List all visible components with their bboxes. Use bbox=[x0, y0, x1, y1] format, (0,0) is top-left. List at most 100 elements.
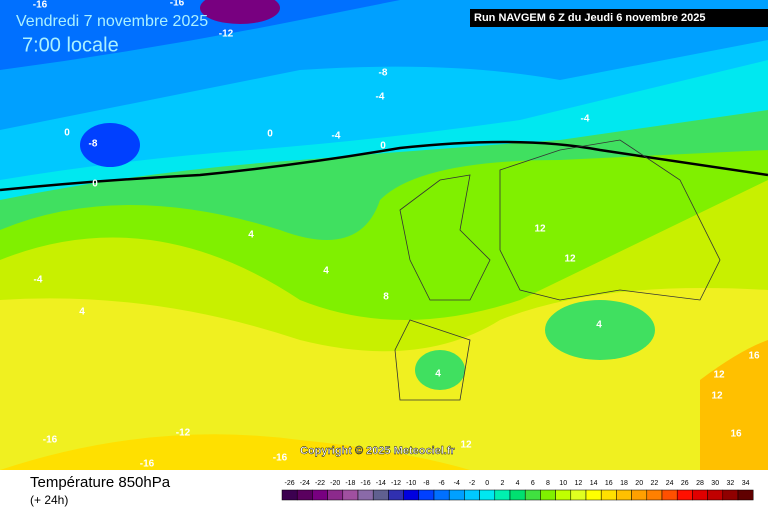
contour-label: -16 bbox=[273, 453, 288, 464]
colorbar-swatch bbox=[388, 489, 404, 501]
colorbar-label: -16 bbox=[361, 480, 371, 487]
colorbar-label: -24 bbox=[300, 480, 310, 487]
colorbar-swatch bbox=[372, 489, 389, 501]
colorbar-label: 32 bbox=[727, 480, 735, 487]
contour-label: 4 bbox=[435, 369, 441, 380]
colorbar-label: 14 bbox=[590, 480, 598, 487]
zero-isotherm bbox=[0, 140, 768, 192]
contour-label: 16 bbox=[748, 351, 760, 362]
colorbar-label: -14 bbox=[376, 480, 386, 487]
contour-label: -16 bbox=[43, 435, 58, 446]
cool-pocket bbox=[415, 350, 465, 390]
colorbar-swatch bbox=[509, 489, 526, 501]
colorbar-swatch bbox=[707, 489, 724, 501]
colorbar-swatch bbox=[524, 489, 541, 501]
contour-label: 4 bbox=[596, 320, 602, 331]
run-box bbox=[470, 9, 768, 27]
cool-pocket bbox=[545, 300, 655, 360]
contour-label: 12 bbox=[711, 391, 723, 402]
contour-label: 4 bbox=[79, 307, 85, 318]
colorbar-label: -20 bbox=[330, 480, 340, 487]
colorbar-swatch bbox=[616, 489, 632, 501]
temp-zone bbox=[0, 0, 400, 70]
colorbar-label: 0 bbox=[485, 480, 489, 487]
colorbar-label: 28 bbox=[696, 480, 704, 487]
run-info: Run NAVGEM 6 Z du Jeudi 6 novembre 2025 bbox=[474, 12, 705, 24]
colorbar-label: -26 bbox=[285, 480, 295, 487]
colorbar-label: 20 bbox=[635, 480, 643, 487]
contour-label: 12 bbox=[564, 254, 576, 265]
colorbar-label: 30 bbox=[711, 480, 719, 487]
contour-label: 0 bbox=[380, 141, 386, 152]
colorbar-label: 34 bbox=[742, 480, 750, 487]
map-area bbox=[0, 0, 768, 470]
colorbar-label: -2 bbox=[469, 480, 475, 487]
colorbar-swatch bbox=[555, 489, 572, 501]
contour-label: 16 bbox=[730, 429, 742, 440]
colorbar-swatch bbox=[312, 489, 328, 501]
contour-label: -12 bbox=[219, 29, 234, 40]
colorbar-label: 6 bbox=[531, 480, 535, 487]
colorbar-swatch bbox=[418, 489, 435, 501]
contour-label: 0 bbox=[92, 179, 98, 190]
colorbar-label: 8 bbox=[546, 480, 550, 487]
contour-label: -16 bbox=[170, 0, 185, 9]
contour-label: 4 bbox=[323, 266, 329, 277]
contour-label: 8 bbox=[383, 292, 389, 303]
colorbar-swatch bbox=[403, 489, 420, 501]
contour-label: -4 bbox=[376, 92, 385, 103]
colorbar-swatch bbox=[600, 489, 617, 501]
colorbar-label: 12 bbox=[575, 480, 583, 487]
colorbar-label: -6 bbox=[438, 480, 444, 487]
colorbar-label: 22 bbox=[651, 480, 659, 487]
contour-label: 0 bbox=[64, 128, 70, 139]
colorbar-label: -8 bbox=[423, 480, 429, 487]
contour-labels: -16 -16 -12 -8 -4 -4 -8 0 0 -4 0 0 4 4 12 12 8 -4 4 4 4 16 12 1… bbox=[33, 0, 760, 470]
contour-label: -8 bbox=[89, 139, 98, 150]
contour-label: -16 bbox=[33, 0, 48, 11]
cold-core bbox=[200, 0, 280, 24]
colorbar-swatch bbox=[676, 489, 693, 501]
colorbar-swatch bbox=[646, 489, 663, 501]
colorbar-label: -10 bbox=[406, 480, 416, 487]
colorbar-label: 10 bbox=[559, 480, 567, 487]
colorbar-label: -22 bbox=[315, 480, 325, 487]
colorbar-label: 2 bbox=[500, 480, 504, 487]
colorbar-swatch bbox=[585, 489, 602, 501]
colorbar-swatch bbox=[494, 489, 511, 501]
colorbar-swatch bbox=[281, 489, 298, 501]
warm-zone bbox=[0, 434, 470, 470]
coastline bbox=[394, 139, 721, 401]
colorbar: -26 -24 -22 -20 -18 -16 -14 -12 -10 -8 -6 -4 -2 0 2 4 6 8… bbox=[281, 480, 754, 501]
colorbar-swatch bbox=[722, 489, 739, 501]
colorbar-label: 16 bbox=[605, 480, 613, 487]
colorbar-swatch bbox=[464, 489, 480, 501]
colorbar-swatch bbox=[327, 489, 344, 501]
colorbar-label: -4 bbox=[454, 480, 460, 487]
colorbar-swatch bbox=[661, 489, 678, 501]
colorbar-swatch bbox=[448, 489, 465, 501]
contour-label: -12 bbox=[176, 428, 191, 439]
contour-label: -8 bbox=[379, 68, 388, 79]
cold-core bbox=[80, 123, 140, 167]
footer-subtitle: (+ 24h) bbox=[30, 493, 68, 507]
colorbar-swatch bbox=[540, 489, 556, 501]
contour-label: 12 bbox=[713, 370, 725, 381]
colorbar-label: 24 bbox=[666, 480, 674, 487]
colorbar-swatch bbox=[296, 489, 313, 501]
footer-title: Température 850hPa bbox=[30, 474, 171, 491]
contour-label: 4 bbox=[248, 230, 254, 241]
contour-label: -4 bbox=[581, 114, 590, 125]
colorbar-label: 4 bbox=[516, 480, 520, 487]
date: Vendredi 7 novembre 2025 bbox=[16, 13, 208, 30]
colorbar-swatch bbox=[342, 489, 359, 501]
contour-label: -4 bbox=[332, 131, 341, 142]
colorbar-label: 18 bbox=[620, 480, 628, 487]
contour-label: -4 bbox=[34, 275, 43, 286]
contour-label: 0 bbox=[267, 129, 273, 140]
colorbar-label: 26 bbox=[681, 480, 689, 487]
colorbar-swatch bbox=[631, 489, 648, 501]
contour-label: 12 bbox=[460, 440, 472, 451]
colorbar-label: -12 bbox=[391, 480, 401, 487]
